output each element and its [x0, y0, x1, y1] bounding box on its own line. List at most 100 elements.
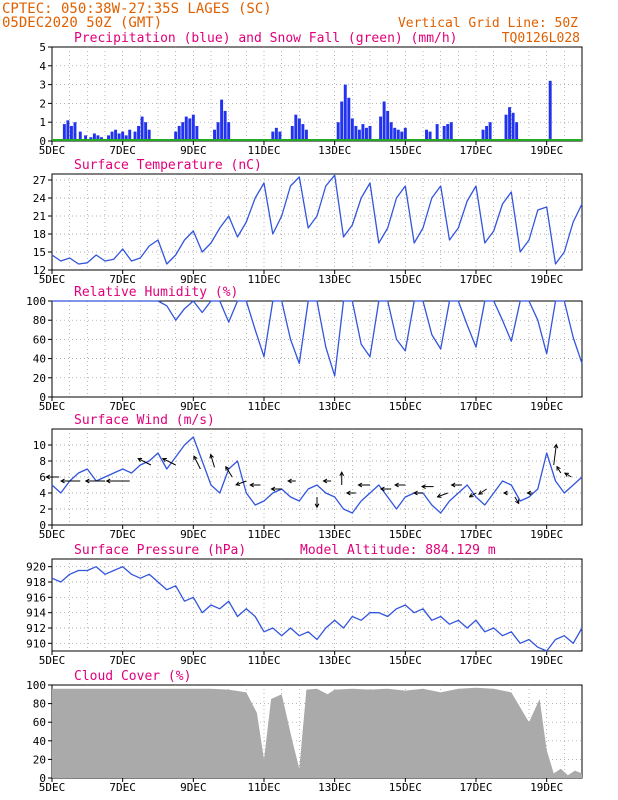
x-tick-label: 7DEC: [109, 273, 136, 286]
x-tick-label: 13DEC: [318, 654, 351, 667]
wind-arrow-head: [249, 482, 254, 488]
wind-arrow-head: [287, 478, 292, 484]
panel-1: 12 15 18 21 24 27 5DEC 7DEC 9DEC 11DEC 13DEC 15DEC 1…: [33, 158, 583, 286]
x-tick-label: 11DEC: [247, 144, 280, 157]
precip-bar: [220, 99, 224, 141]
header-grid-note: Vertical Grid Line: 50Z: [398, 16, 578, 31]
precip-bar: [195, 125, 199, 141]
precip-bar: [442, 125, 446, 141]
wind-arrow-head: [209, 453, 214, 459]
x-tick-label: 17DEC: [459, 654, 492, 667]
wind-arrow-head: [137, 457, 143, 463]
precip-bar: [485, 125, 489, 141]
precip-bar: [188, 118, 192, 141]
y-tick-label: 0: [39, 391, 46, 404]
precip-bar: [481, 129, 485, 141]
x-tick-label: 11DEC: [247, 528, 280, 541]
series-line: [51, 174, 583, 265]
precip-bar: [140, 116, 144, 141]
precip-bar: [78, 131, 82, 141]
precip-bar: [128, 129, 132, 141]
precip-bar: [181, 122, 185, 141]
precip-bar: [511, 112, 515, 141]
precip-bar: [133, 131, 137, 141]
wind-arrow-head: [45, 474, 51, 480]
precip-bar: [357, 129, 361, 141]
y-tick-label: 27: [33, 174, 46, 187]
x-tick-label: 13DEC: [318, 400, 351, 413]
x-tick-label: 15DEC: [389, 400, 422, 413]
panel-title: Surface Wind (m/s): [74, 413, 215, 428]
x-tick-label: 19DEC: [530, 781, 563, 794]
x-tick-label: 19DEC: [530, 273, 563, 286]
x-tick-label: 13DEC: [318, 528, 351, 541]
y-tick-label: 0: [39, 135, 46, 148]
wind-arrow-head: [105, 478, 111, 484]
wind-arrow-head: [345, 490, 351, 496]
panel-title: Cloud Cover (%): [74, 669, 191, 684]
precip-bar: [92, 133, 96, 141]
precip-bar: [184, 116, 188, 141]
y-tick-label: 100: [26, 679, 46, 692]
precip-bar: [435, 124, 439, 141]
precip-bar: [548, 80, 552, 141]
x-tick-label: 13DEC: [318, 781, 351, 794]
wind-arrow-head: [314, 503, 320, 509]
precip-bar: [121, 131, 125, 141]
x-tick-label: 7DEC: [109, 654, 136, 667]
x-tick-label: 19DEC: [530, 144, 563, 157]
wind-arrow: [469, 492, 477, 498]
wind-arrow: [553, 444, 557, 466]
panel-frame: [51, 46, 583, 142]
x-tick-label: 9DEC: [180, 528, 207, 541]
wind-arrow-head: [564, 472, 570, 477]
wind-arrow-head: [225, 465, 230, 471]
precip-bar: [73, 122, 77, 141]
x-tick-label: 7DEC: [109, 528, 136, 541]
precip-bar: [343, 84, 347, 141]
panel-3: 0 2 4 6 8 10 5DEC 7DEC 9DEC 11DEC 13DEC 15DEC 17DEC 1…: [33, 413, 583, 541]
panel-0: 0 1 2 3 4 5 5DEC 7DEC 9DEC 11DEC 13DEC 15DEC 17DEC 19…: [39, 31, 583, 157]
precip-bar: [191, 114, 195, 141]
wind-arrow-head: [556, 465, 561, 471]
header-model-code: TQ0126L028: [502, 31, 580, 46]
precip-bar: [304, 129, 308, 141]
y-tick-label: 80: [33, 698, 46, 711]
precip-bar: [504, 114, 508, 141]
wind-arrow-head: [193, 455, 198, 461]
precip-bar: [347, 97, 351, 141]
precip-bar: [386, 110, 390, 141]
x-tick-label: 5DEC: [39, 273, 66, 286]
precip-bar: [147, 129, 151, 141]
x-tick-label: 11DEC: [247, 400, 280, 413]
y-tick-label: 18: [33, 228, 46, 241]
wind-arrow-head: [339, 471, 345, 476]
y-tick-label: 6: [39, 471, 46, 484]
y-tick-label: 60: [33, 333, 46, 346]
x-tick-label: 15DEC: [389, 528, 422, 541]
panel-2: 0 20 40 60 80 100 5DEC 7DEC 9DEC 11DEC 13DEC 15DEC 1…: [26, 285, 583, 413]
wind-arrow: [514, 496, 520, 504]
precip-bar: [301, 124, 305, 141]
y-tick-label: 4: [39, 60, 46, 73]
x-tick-label: 9DEC: [180, 144, 207, 157]
wind-arrow: [193, 455, 201, 470]
wind-arrow: [235, 480, 247, 486]
wind-arrow: [556, 466, 562, 474]
wind-arrow-head: [394, 482, 399, 488]
precip-bar: [382, 101, 386, 141]
x-tick-label: 11DEC: [247, 654, 280, 667]
y-tick-label: 21: [33, 210, 46, 223]
wind-arrow: [210, 454, 216, 468]
precip-bar: [117, 133, 121, 141]
wind-arrow-head: [502, 490, 508, 496]
precip-bar: [393, 127, 397, 141]
panel-title: Surface Pressure (hPa): [74, 543, 246, 558]
precip-bar: [336, 122, 340, 141]
x-tick-label: 5DEC: [39, 654, 66, 667]
y-tick-label: 0: [39, 772, 46, 785]
x-tick-label: 13DEC: [318, 144, 351, 157]
y-tick-label: 20: [33, 753, 46, 766]
